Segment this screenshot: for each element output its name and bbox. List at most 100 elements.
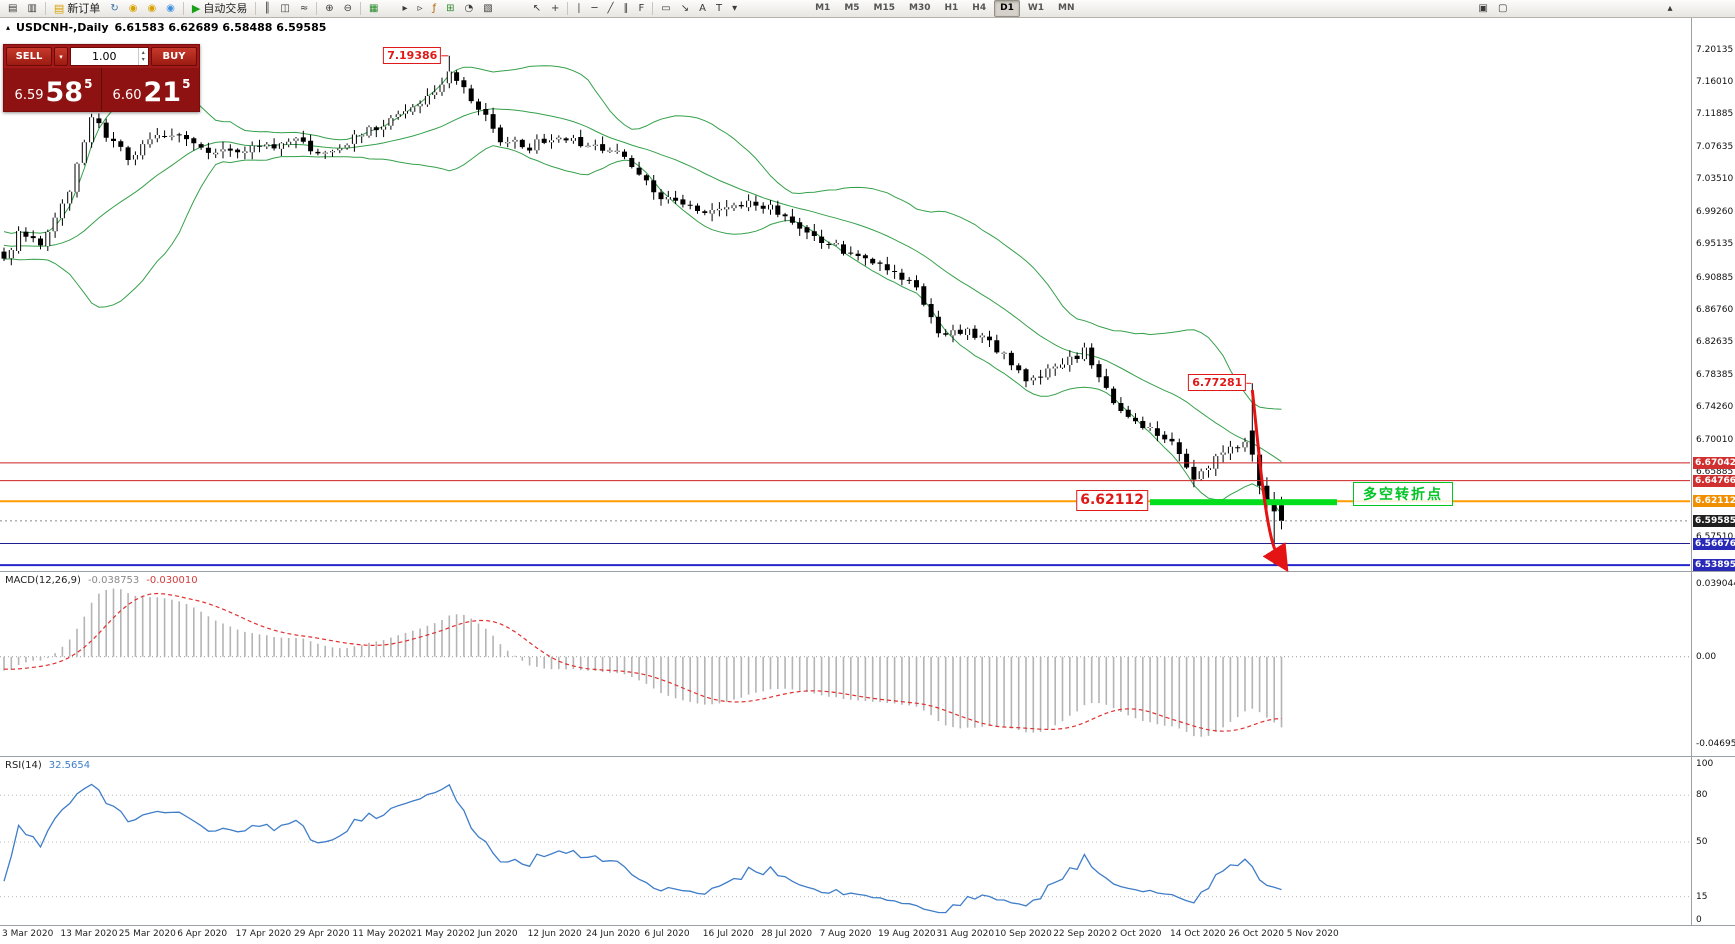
- date-axis-label: 6 Jul 2020: [644, 929, 690, 939]
- fibonacci-icon[interactable]: F: [635, 0, 649, 17]
- refresh-icon[interactable]: ↻: [106, 0, 122, 17]
- chart-collapse-icon[interactable]: ▴: [6, 23, 11, 32]
- text-label-icon[interactable]: T: [712, 0, 726, 17]
- auto-scroll-icon[interactable]: ▸: [398, 0, 411, 17]
- volume-down-icon[interactable]: ▾: [141, 55, 145, 63]
- docking-icon[interactable]: ▣: [1475, 0, 1492, 17]
- price-axis-label: 7.16010: [1696, 77, 1734, 88]
- spike-price-callout[interactable]: 6.77281: [1188, 374, 1247, 392]
- timeframe-h4-button[interactable]: H4: [966, 0, 992, 17]
- channel-icon[interactable]: ∥: [620, 0, 633, 17]
- chart-profile-icon-glyph: ▥: [27, 2, 37, 14]
- sell-price-head: 6.59: [14, 88, 44, 103]
- price-tag-6.56676: 6.56676: [1693, 537, 1735, 550]
- timeframe-m5-button[interactable]: M5: [838, 0, 865, 17]
- date-axis-label: 7 Aug 2020: [819, 929, 872, 939]
- timeframe-m1-button[interactable]: M1: [809, 0, 836, 17]
- community-icon[interactable]: ◉: [162, 0, 179, 17]
- line-chart-icon[interactable]: ≈: [296, 0, 312, 17]
- volume-input[interactable]: [71, 48, 138, 65]
- sell-price[interactable]: 6.59 58 5: [4, 68, 101, 111]
- arrows-icon[interactable]: ↘: [677, 0, 693, 17]
- line-chart-icon-glyph: ≈: [299, 2, 309, 14]
- new-window-icon[interactable]: ▢: [1494, 0, 1511, 17]
- market-coin-icon-glyph: ◉: [128, 2, 138, 14]
- price-axis-label: 6.57510: [1696, 532, 1733, 542]
- toolbar-separator: [316, 2, 318, 15]
- bar-chart-icon-glyph: ║: [264, 2, 271, 14]
- timeframe-w1-button-label: W1: [1027, 3, 1045, 13]
- toolbar-gap: [1082, 8, 1474, 9]
- toolbar: ▤ ▥ ▤ 新订单 ↻ ◉ ◉ ◉ ▶ 自动交易 ║ ◫ ≈ ⊕ ⊖ ▦ ▸ ▹ ƒ ⊞ ◔ ▧ ↖ + ∣ ─ ╱ ∥ F ▭ ↘ A T ▾ M…: [0, 0, 1735, 18]
- timeframe-m15-button[interactable]: M15: [868, 0, 901, 17]
- docking-icon-glyph: ▣: [1478, 2, 1488, 14]
- volume-field: ▴ ▾: [70, 47, 149, 66]
- templates-icon-glyph: ▧: [483, 2, 493, 14]
- timeframe-h4-button-label: H4: [972, 3, 987, 13]
- new-order-button[interactable]: ▤ 新订单: [50, 0, 104, 17]
- trade-prices-row: 6.59 58 5 6.60 21 5: [4, 68, 199, 111]
- chart-profile-icon[interactable]: ▥: [23, 0, 40, 17]
- candlestick-chart-icon[interactable]: ◫: [276, 0, 293, 17]
- timeframe-h1-button-label: H1: [944, 3, 959, 13]
- templates-icon[interactable]: ▧: [479, 0, 496, 17]
- price-axis-label: 6.86760: [1696, 304, 1734, 315]
- text-icon-glyph: A: [699, 2, 706, 14]
- cursor-icon[interactable]: ↖: [529, 0, 545, 17]
- tile-windows-icon[interactable]: ▦: [365, 0, 382, 17]
- timeframe-w1-button[interactable]: W1: [1022, 0, 1050, 17]
- vertical-line-icon[interactable]: ∣: [572, 0, 585, 17]
- crosshair-icon[interactable]: +: [547, 0, 563, 17]
- candlestick-chart-icon-glyph: ◫: [280, 2, 290, 14]
- chart-shift-icon[interactable]: ▹: [414, 0, 427, 17]
- zoom-in-icon[interactable]: ⊕: [321, 0, 337, 17]
- bar-chart-icon[interactable]: ║: [260, 0, 274, 17]
- date-axis-label: 11 May 2020: [352, 929, 412, 939]
- signals-coin-icon[interactable]: ◉: [143, 0, 160, 17]
- horizontal-line-icon[interactable]: ─: [587, 0, 601, 17]
- toolbar-separator: [360, 2, 362, 15]
- timeframe-h1-button[interactable]: H1: [939, 0, 965, 17]
- candle-wicks: [3, 55, 1282, 566]
- bollinger-middle-band: [3, 108, 1282, 463]
- rsi-label: RSI(14) 32.5654: [5, 760, 90, 771]
- sell-button[interactable]: SELL: [6, 47, 52, 66]
- macd-histogram: [3, 588, 1283, 737]
- timeframe-d1-button[interactable]: D1: [994, 0, 1020, 17]
- objects-dropdown-icon[interactable]: ▾: [728, 0, 741, 17]
- support-price-callout[interactable]: 6.62112: [1076, 490, 1148, 512]
- text-icon[interactable]: A: [695, 0, 710, 17]
- price-axis-label: 6.90885: [1696, 272, 1734, 283]
- buy-price[interactable]: 6.60 21 5: [101, 68, 199, 111]
- date-axis-label: 14 Oct 2020: [1170, 929, 1226, 939]
- macd-axis-label: -0.046959: [1696, 738, 1735, 749]
- trendline-icon[interactable]: ╱: [603, 0, 617, 17]
- chart-window[interactable]: ▴ USDCNH-,Daily 6.61583 6.62689 6.58488 …: [0, 18, 1735, 944]
- channel-icon-glyph: ∥: [623, 2, 629, 14]
- timeframe-mn-button[interactable]: MN: [1052, 0, 1081, 17]
- horizontal-line-icon-glyph: ─: [591, 2, 598, 14]
- breakdown-arrow[interactable]: [1250, 389, 1289, 573]
- turning-point-note[interactable]: 多空转折点: [1353, 482, 1453, 507]
- toolbar-overflow-icon[interactable]: ▴: [1663, 0, 1676, 17]
- objects-dropdown-icon-glyph: ▾: [732, 2, 738, 14]
- date-axis-label: 16 Jul 2020: [702, 929, 754, 939]
- periods-icon[interactable]: ◔: [460, 0, 477, 17]
- zoom-out-icon[interactable]: ⊖: [340, 0, 356, 17]
- timeframe-m30-button[interactable]: M30: [903, 0, 936, 17]
- chart-window-icon[interactable]: ▤: [4, 0, 21, 17]
- buy-price-head: 6.60: [112, 88, 142, 103]
- add-indicator-icon[interactable]: ⊞: [442, 0, 458, 17]
- peak-price-callout[interactable]: 7.19386: [383, 46, 442, 64]
- volume-dropdown-button[interactable]: ▾: [54, 47, 68, 66]
- shapes-icon[interactable]: ▭: [657, 0, 674, 17]
- price-axis-label: 6.70010: [1696, 434, 1734, 445]
- indicators-icon[interactable]: ƒ: [429, 0, 441, 17]
- volume-up-icon[interactable]: ▴: [141, 48, 145, 56]
- market-coin-icon[interactable]: ◉: [125, 0, 142, 17]
- timeframe-d1-button-label: D1: [1000, 3, 1014, 13]
- auto-trading-button[interactable]: ▶ 自动交易: [188, 0, 251, 17]
- buy-button[interactable]: BUY: [151, 47, 197, 66]
- price-tag-6.67042: 6.67042: [1693, 456, 1735, 469]
- support-zone-highlight[interactable]: [1150, 499, 1337, 506]
